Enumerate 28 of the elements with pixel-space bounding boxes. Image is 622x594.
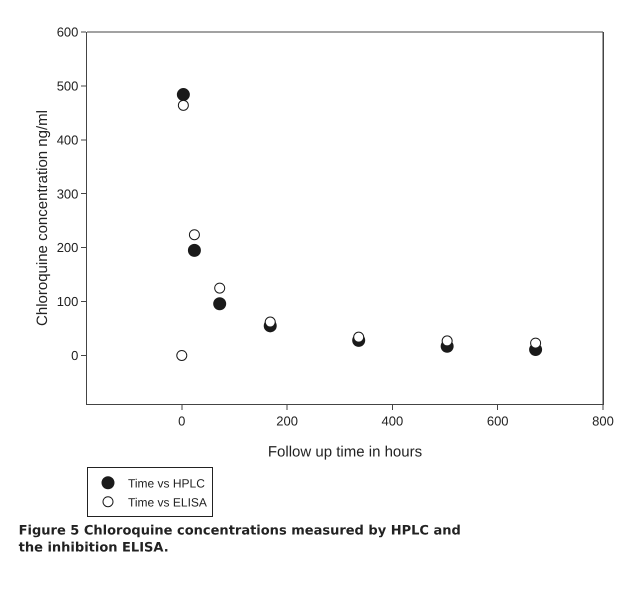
y-tick-label: 200	[56, 240, 78, 256]
point	[188, 244, 201, 257]
point	[353, 332, 364, 343]
y-tick-label: 500	[56, 78, 78, 94]
y-tick-label: 100	[56, 294, 78, 310]
point	[176, 88, 190, 102]
x-tick-label: 800	[592, 414, 614, 429]
point	[188, 229, 200, 240]
y-tick-label: 0	[71, 348, 78, 364]
y-tick-label: 600	[56, 24, 78, 40]
x-axis-title: Follow up time in hours	[268, 444, 422, 461]
point	[176, 350, 188, 361]
x-tick-label: 200	[276, 414, 298, 429]
text: Figure 5 Chloroquine concentrations measured by HPLC and the inhibition ELISA.	[18, 524, 461, 556]
point	[442, 335, 453, 346]
y-tick-label: 300	[56, 186, 78, 202]
x-tick-label: 600	[486, 414, 509, 429]
legend-label: Time vs HPLC	[128, 476, 206, 490]
x-tick-label: 0	[178, 414, 186, 429]
point	[178, 100, 189, 111]
point	[213, 297, 226, 310]
y-axis-title: Chloroquine concentration ng/ml	[34, 110, 51, 326]
legend-label: Time vs ELISA	[128, 495, 207, 510]
y-tick-label: 400	[56, 132, 78, 148]
point	[214, 282, 226, 294]
point	[530, 338, 542, 349]
point	[264, 316, 276, 328]
x-tick-label: 400	[382, 414, 404, 429]
